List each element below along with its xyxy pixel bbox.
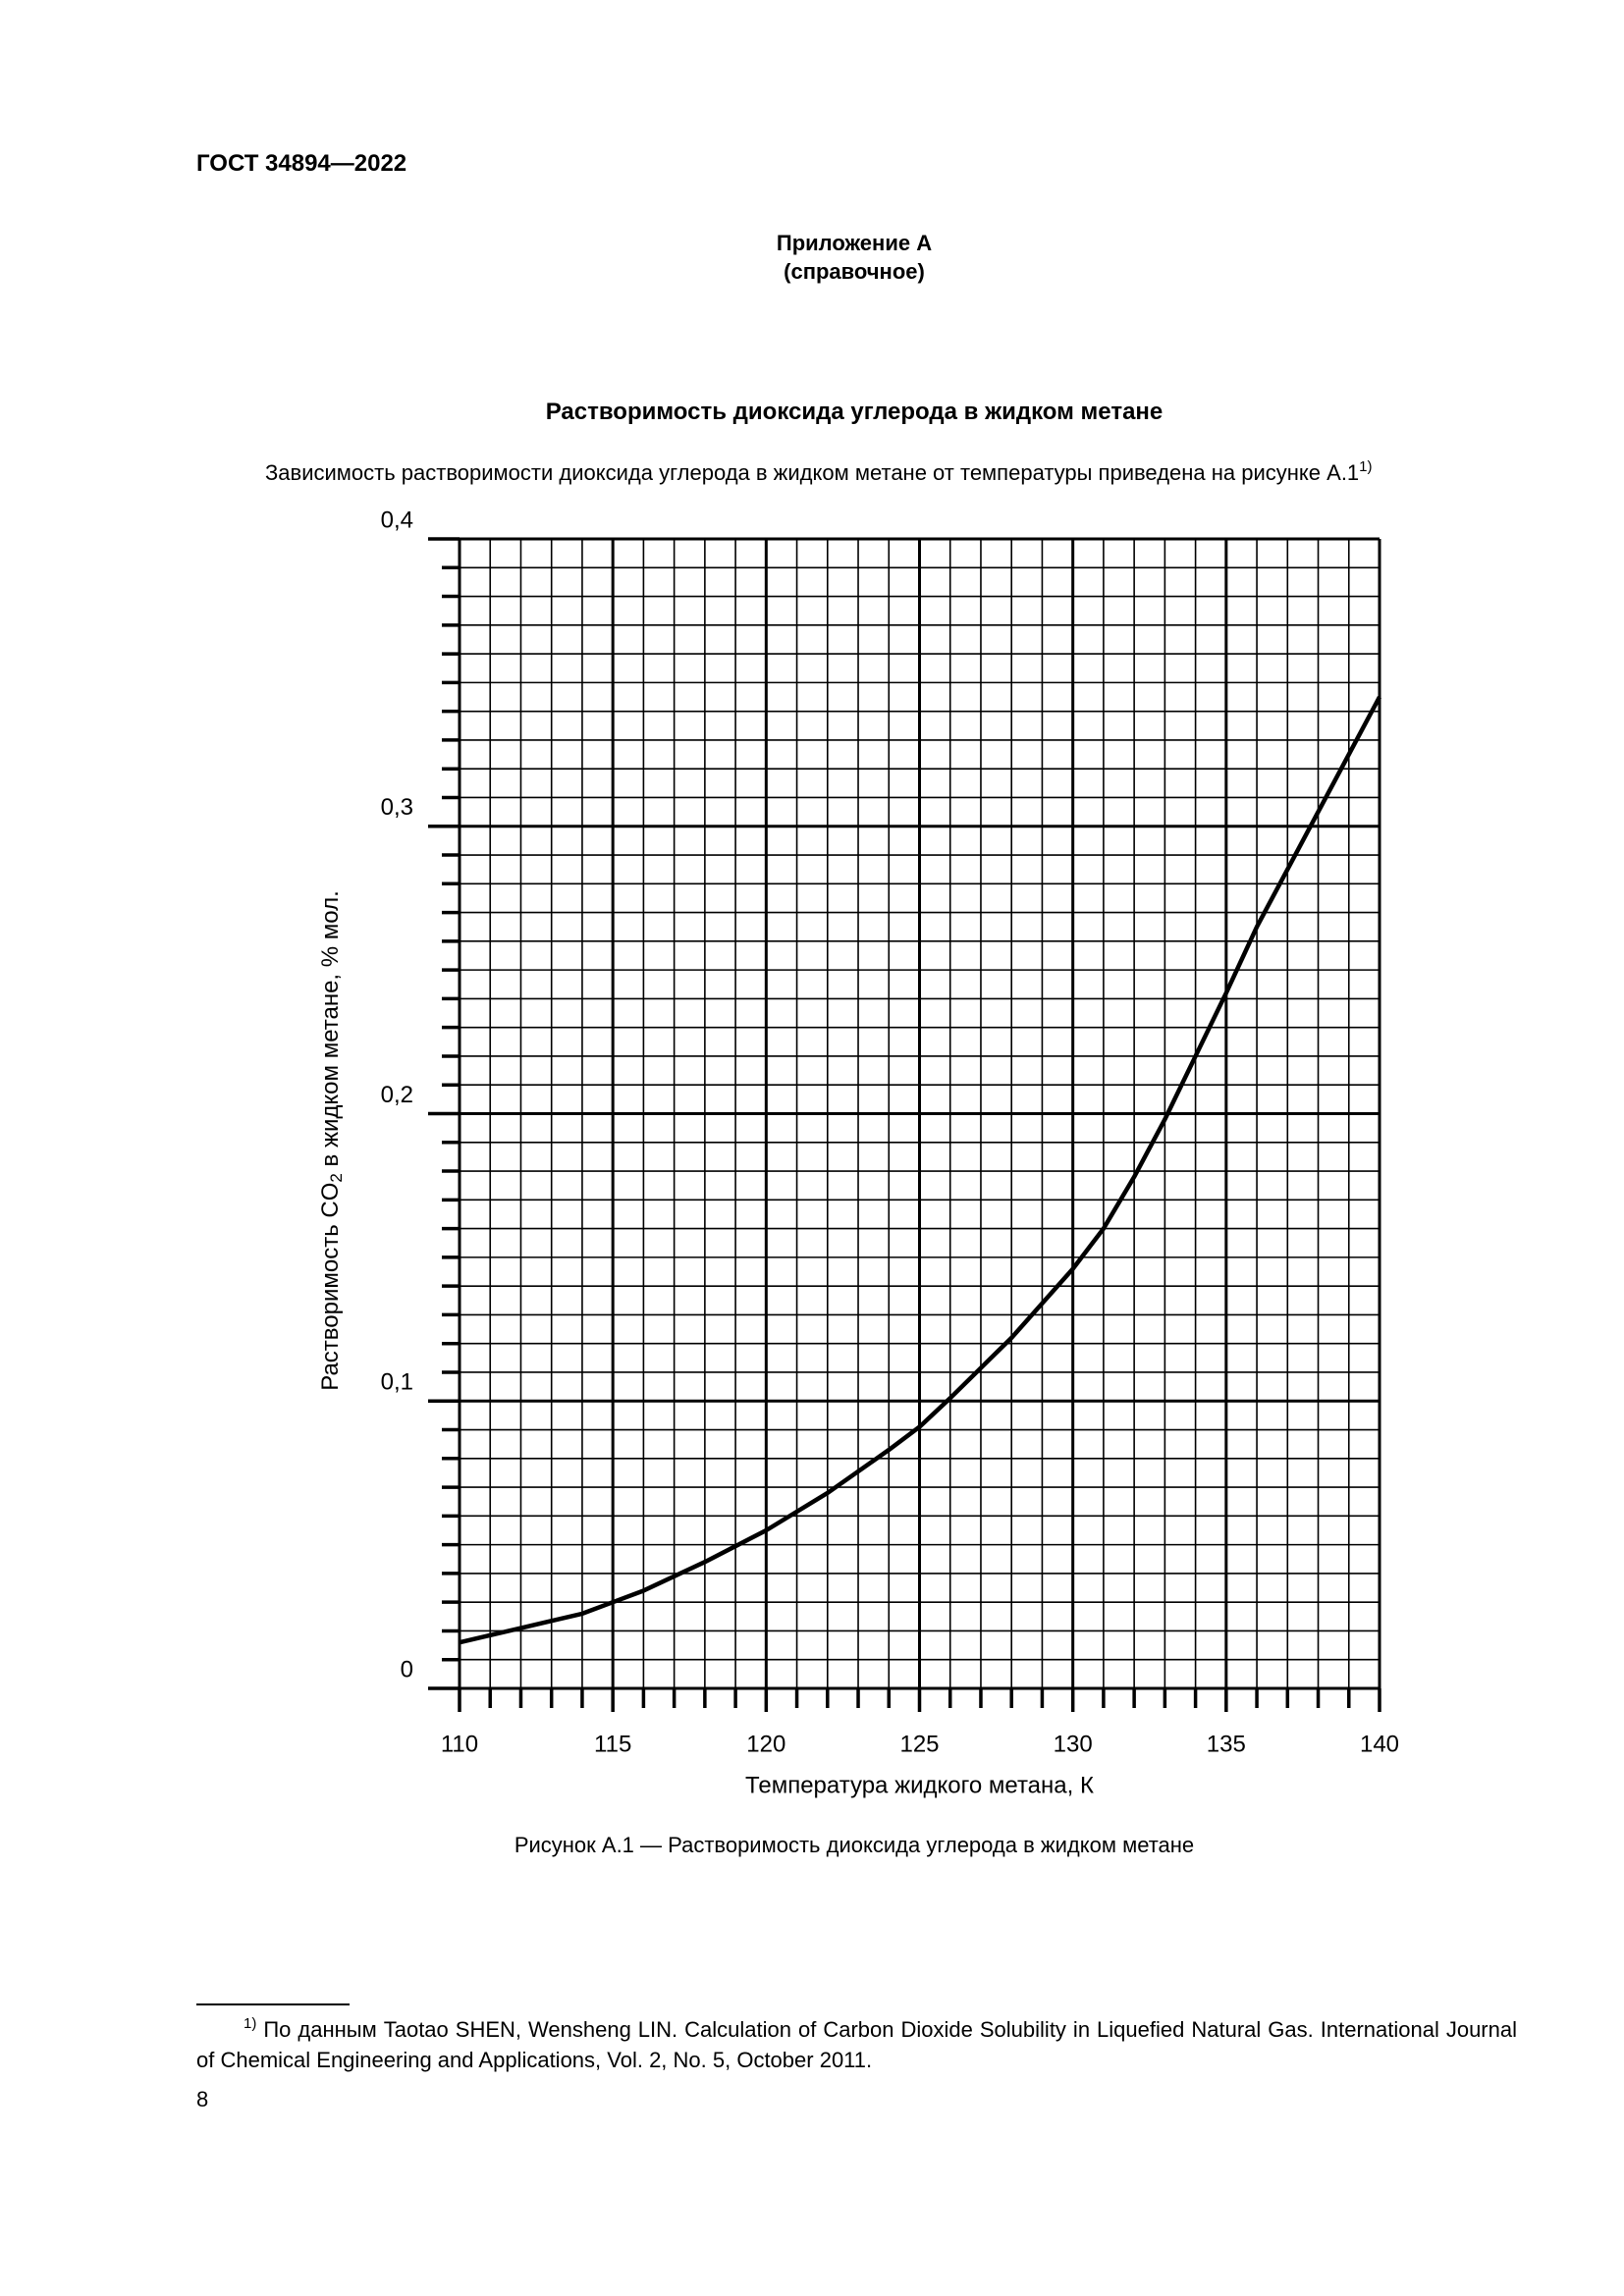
footnote-rule (196, 2003, 350, 2005)
doc-id: ГОСТ 34894—2022 (196, 150, 407, 177)
x-tick-label: 140 (1360, 1731, 1399, 1757)
y-label-text: в жидком метане, % мол. (317, 890, 344, 1173)
x-tick-label: 115 (594, 1731, 631, 1757)
section-title: Растворимость диоксида углерода в жидком… (545, 399, 1164, 425)
paragraph-text: Зависимость растворимости диоксида углер… (265, 460, 1360, 485)
y-tick-label: 0,2 (381, 1082, 413, 1108)
y-axis-label: Растворимость CO2 в жидком метане, % мол… (317, 890, 346, 1391)
x-tick-label: 120 (746, 1731, 785, 1757)
appendix: Приложение А (776, 231, 933, 255)
x-tick-label: 125 (899, 1731, 939, 1757)
y-tick-label: 0,4 (381, 507, 413, 533)
footnote: 1) По данным Taotao SHEN, Wensheng LIN. … (196, 2014, 1517, 2075)
x-tick-label: 135 (1207, 1731, 1246, 1757)
y-tick-label: 0,1 (381, 1369, 413, 1396)
page-number: 8 (196, 2087, 209, 2111)
appendix-kind: (справочное) (784, 259, 925, 284)
y-label-text: Растворимость CO (317, 1183, 344, 1391)
footnote-ref: 1) (1359, 458, 1373, 475)
x-tick-label: 110 (441, 1731, 478, 1757)
paragraph: Зависимость растворимости диоксида углер… (265, 458, 1373, 486)
figure-caption: Рисунок А.1 — Растворимость диоксида угл… (514, 1833, 1195, 1857)
footnote-marker: 1) (244, 2015, 257, 2032)
data-line (459, 695, 1381, 1645)
y-label-subscript: 2 (327, 1173, 346, 1182)
x-axis-label: Температура жидкого метана, К (745, 1772, 1094, 1798)
y-tick-label: 0 (401, 1656, 413, 1682)
footnote-text: По данным Taotao SHEN, Wensheng LIN. Cal… (196, 2017, 1517, 2072)
x-tick-label: 130 (1054, 1731, 1093, 1757)
y-tick-label: 0,3 (381, 794, 413, 821)
